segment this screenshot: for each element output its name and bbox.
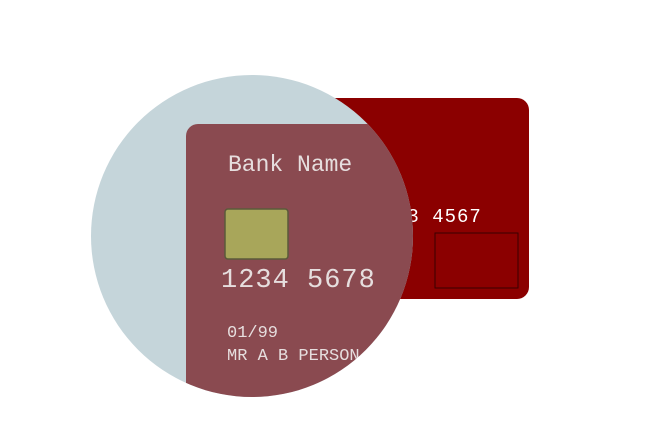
chip-icon (224, 208, 289, 260)
magnified-card-number: 1234 5678 (221, 266, 376, 296)
card-expiry: 01/99 (227, 324, 278, 343)
card-holder-name: MR A B PERSON (227, 347, 360, 366)
bank-name: Bank Name (228, 152, 352, 178)
signature-box (434, 232, 519, 289)
card-number-partial: 23 4567 (395, 206, 482, 228)
